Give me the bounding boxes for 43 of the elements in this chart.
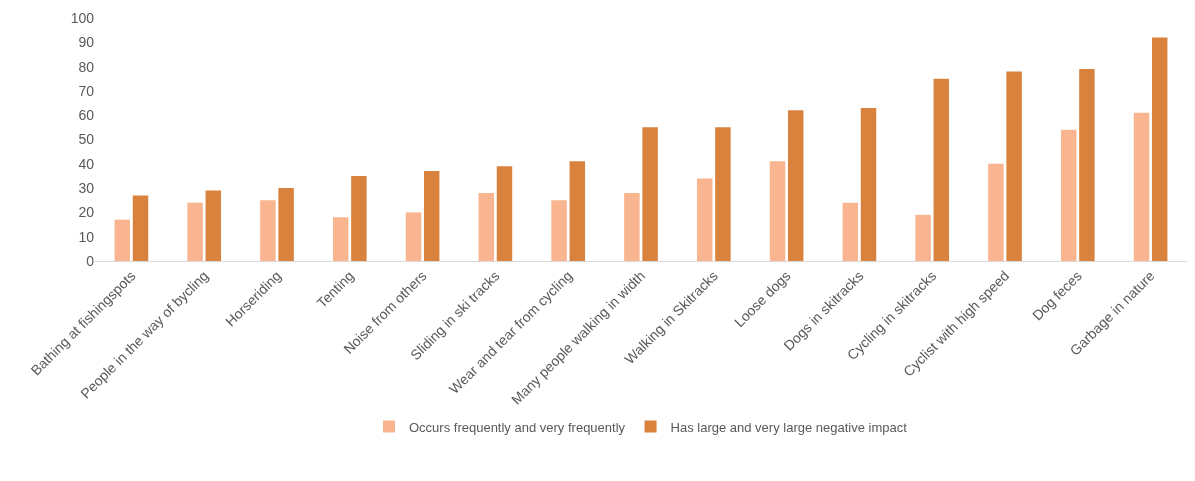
bar [1079, 69, 1095, 261]
bar [260, 200, 276, 261]
bar [769, 161, 786, 261]
bar [423, 171, 440, 261]
y-tick-label: 80 [78, 58, 95, 75]
y-tick-label: 70 [78, 82, 95, 99]
y-tick-label: 20 [78, 204, 95, 221]
y-tick-label: 90 [78, 34, 95, 51]
bar [551, 200, 567, 261]
bar [569, 161, 586, 261]
bar [787, 110, 804, 261]
bar [696, 178, 713, 261]
bar [478, 192, 495, 261]
y-tick-label: 40 [78, 155, 95, 172]
bar [205, 190, 222, 261]
bar [1151, 37, 1168, 261]
bar [405, 212, 422, 261]
y-tick-label: 60 [78, 107, 95, 124]
bar [715, 127, 731, 261]
y-tick-label: 30 [78, 180, 95, 196]
bar [933, 78, 950, 261]
bar [187, 202, 203, 261]
bar [114, 219, 131, 261]
bar [351, 175, 367, 261]
bar [842, 202, 859, 261]
y-tick-label: 100 [70, 9, 95, 26]
bar [132, 195, 149, 261]
bar [278, 188, 294, 261]
bar [624, 192, 640, 261]
y-tick-label: 10 [78, 228, 95, 245]
bar [860, 107, 877, 261]
bar [496, 166, 513, 261]
y-tick-label: 0 [86, 252, 95, 269]
legend-label: Occurs frequently and very frequently [409, 419, 626, 435]
bar [988, 163, 1004, 261]
bar [1006, 71, 1022, 261]
bar [915, 214, 931, 261]
bar [642, 127, 658, 261]
bar [1060, 129, 1077, 261]
legend-label: Has large and very large negative impact [670, 419, 908, 435]
bar [332, 217, 349, 261]
bar [1133, 112, 1150, 261]
y-tick-label: 50 [78, 131, 95, 148]
